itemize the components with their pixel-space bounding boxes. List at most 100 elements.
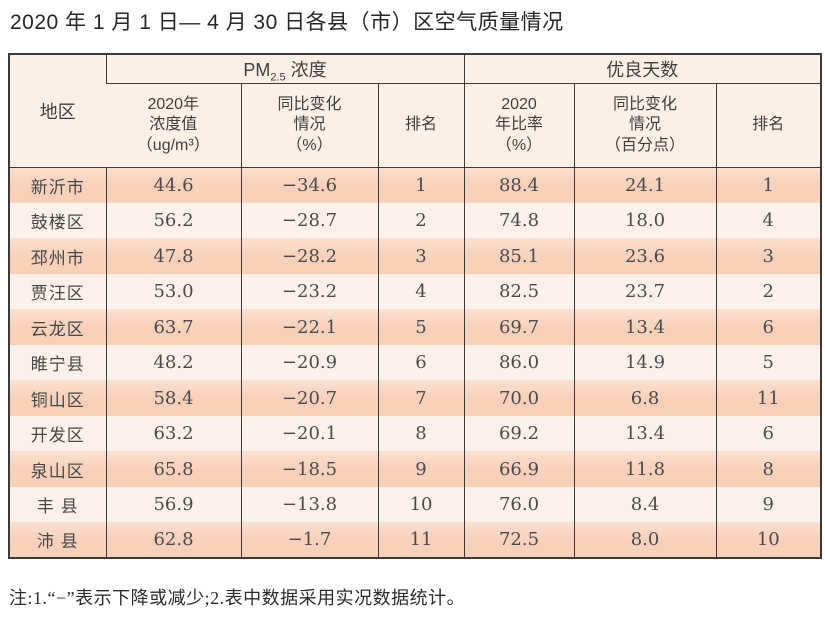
ratio-cell: 85.1: [463, 238, 575, 274]
ratio-change-cell: 18.0: [573, 202, 717, 239]
ratio-rank-cell: 2: [715, 273, 822, 310]
ratio-rank-cell: 11: [715, 380, 822, 416]
page-title: 2020 年 1 月 1 日— 4 月 30 日各县（市）区空气质量情况: [10, 11, 564, 34]
column-header-ratio-change: 同比变化 情况 （百分点）: [573, 83, 717, 168]
pm-rank-cell: 8: [377, 415, 465, 452]
pm-change-cell: −1.7: [240, 522, 378, 558]
ratio-cell: 76.0: [463, 486, 575, 523]
pm25-label-prefix: PM: [243, 60, 271, 81]
header-group-row: 地区 PM2.5 浓度 优良天数: [9, 54, 822, 168]
pm-change-cell: −20.9: [240, 344, 378, 381]
column-group-good-days: 优良天数: [463, 54, 822, 84]
region-cell: 新沂市: [9, 167, 106, 203]
air-quality-table: 地区 PM2.5 浓度 优良天数 2020年 浓度值 （ug/m³） 同比变化 …: [8, 53, 823, 559]
region-cell: 睢宁县: [9, 344, 106, 381]
pm-change-cell: −28.7: [240, 202, 378, 239]
ratio-rank-cell: 8: [715, 451, 822, 487]
header-sub-row: 2020年 浓度值 （ug/m³） 同比变化 情况 （%） 排名 2020 年比…: [9, 83, 822, 168]
ratio-cell: 74.8: [463, 202, 575, 239]
pm25-label-suffix: 浓度: [285, 60, 327, 81]
ratio-cell: 69.7: [463, 309, 575, 345]
table-row: 贾汪区 53.0 −23.2 4 82.5 23.7 2: [9, 273, 822, 310]
ratio-cell: 88.4: [463, 167, 575, 203]
ratio-change-cell: 11.8: [573, 451, 717, 487]
pm-value-cell: 65.8: [105, 451, 241, 487]
column-header-pm-value: 2020年 浓度值 （ug/m³）: [106, 83, 241, 168]
pm-change-cell: −22.1: [240, 309, 378, 345]
pm-value-cell: 48.2: [105, 344, 241, 381]
ratio-rank-cell: 1: [715, 167, 822, 203]
pm-rank-cell: 6: [377, 344, 465, 381]
table-body: 新沂市 44.6 −34.6 1 88.4 24.1 1 鼓楼区 56.2 −2…: [9, 167, 822, 558]
pm25-label-subscript: 2.5: [270, 71, 286, 84]
ratio-cell: 69.2: [463, 415, 575, 452]
ratio-rank-cell: 10: [715, 522, 822, 558]
pm-value-cell: 56.9: [105, 486, 241, 523]
region-cell: 贾汪区: [9, 273, 106, 310]
column-header-ratio: 2020 年比率 （%）: [463, 83, 575, 168]
pm-change-cell: −34.6: [240, 167, 378, 203]
pm-rank-cell: 9: [377, 451, 465, 487]
ratio-change-cell: 13.4: [573, 309, 717, 345]
pm-change-cell: −18.5: [240, 451, 378, 487]
ratio-cell: 86.0: [463, 344, 575, 381]
region-cell: 泉山区: [9, 451, 106, 487]
pm-value-cell: 56.2: [105, 202, 241, 239]
ratio-rank-cell: 9: [715, 486, 822, 523]
pm-change-cell: −13.8: [240, 486, 378, 523]
ratio-change-cell: 8.0: [573, 522, 717, 558]
pm-rank-cell: 7: [377, 380, 465, 416]
pm-rank-cell: 2: [377, 202, 465, 239]
column-group-pm25: PM2.5 浓度: [105, 54, 465, 84]
pm-value-cell: 44.6: [105, 167, 241, 203]
table-row: 睢宁县 48.2 −20.9 6 86.0 14.9 5: [9, 344, 822, 381]
ratio-rank-cell: 5: [715, 344, 822, 381]
ratio-change-cell: 14.9: [573, 344, 717, 381]
ratio-rank-cell: 4: [715, 202, 822, 239]
pm-change-cell: −28.2: [240, 238, 378, 274]
ratio-change-cell: 23.7: [573, 273, 717, 310]
table-header: 地区 PM2.5 浓度 优良天数 2020年 浓度值 （ug/m³） 同比变化 …: [9, 54, 822, 168]
pm-value-cell: 62.8: [105, 522, 241, 558]
pm-value-cell: 58.4: [105, 380, 241, 416]
table-row: 开发区 63.2 −20.1 8 69.2 13.4 6: [9, 415, 822, 452]
pm-rank-cell: 11: [377, 522, 465, 558]
ratio-change-cell: 13.4: [573, 415, 717, 452]
table-row: 泉山区 65.8 −18.5 9 66.9 11.8 8: [9, 451, 822, 487]
pm-change-cell: −20.1: [240, 415, 378, 452]
table-row: 邳州市 47.8 −28.2 3 85.1 23.6 3: [9, 238, 822, 274]
region-cell: 沛 县: [9, 522, 106, 558]
column-header-pm-change: 同比变化 情况 （%）: [240, 83, 378, 168]
ratio-cell: 72.5: [463, 522, 575, 558]
ratio-change-cell: 6.8: [573, 380, 717, 416]
pm-rank-cell: 3: [377, 238, 465, 274]
pm-rank-cell: 4: [377, 273, 465, 310]
table-row: 铜山区 58.4 −20.7 7 70.0 6.8 11: [9, 380, 822, 416]
region-cell: 开发区: [9, 415, 106, 452]
region-cell: 邳州市: [9, 238, 106, 274]
ratio-cell: 66.9: [463, 451, 575, 487]
region-cell: 丰 县: [9, 486, 106, 523]
ratio-change-cell: 23.6: [573, 238, 717, 274]
column-header-region: 地区: [9, 54, 106, 168]
ratio-change-cell: 24.1: [573, 167, 717, 203]
ratio-change-cell: 8.4: [573, 486, 717, 523]
pm-value-cell: 47.8: [105, 238, 241, 274]
ratio-rank-cell: 6: [715, 309, 822, 345]
pm-change-cell: −23.2: [240, 273, 378, 310]
ratio-rank-cell: 3: [715, 238, 822, 274]
column-header-ratio-rank: 排名: [715, 83, 822, 168]
table-row: 云龙区 63.7 −22.1 5 69.7 13.4 6: [9, 309, 822, 345]
pm-rank-cell: 10: [377, 486, 465, 523]
table-row: 鼓楼区 56.2 −28.7 2 74.8 18.0 4: [9, 202, 822, 239]
pm-value-cell: 63.7: [105, 309, 241, 345]
ratio-cell: 82.5: [463, 273, 575, 310]
region-cell: 铜山区: [9, 380, 106, 416]
region-cell: 鼓楼区: [9, 202, 106, 239]
pm-value-cell: 63.2: [105, 415, 241, 452]
ratio-rank-cell: 6: [715, 415, 822, 452]
column-header-pm-rank: 排名: [377, 83, 465, 168]
ratio-cell: 70.0: [463, 380, 575, 416]
table-row: 丰 县 56.9 −13.8 10 76.0 8.4 9: [9, 486, 822, 523]
